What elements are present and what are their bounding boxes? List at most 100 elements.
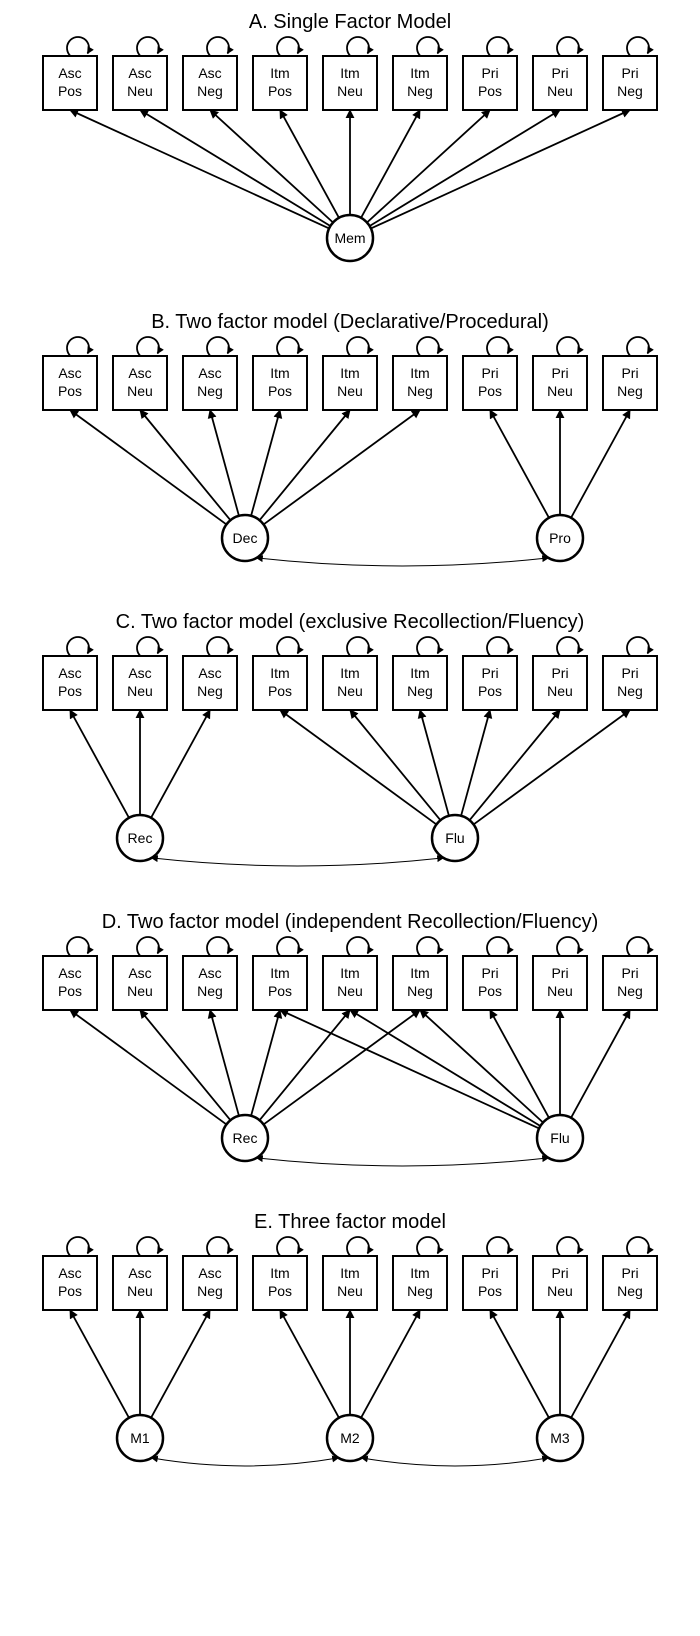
indicator-label-line1: Pri	[481, 1265, 498, 1281]
factor-label: Rec	[128, 830, 153, 846]
indicator-label-line2: Pos	[478, 1283, 502, 1299]
error-loop	[627, 1237, 649, 1256]
loading-arrow	[264, 1010, 420, 1124]
error-loop	[67, 937, 89, 956]
error-loop	[207, 1237, 229, 1256]
indicator-label-line2: Neg	[407, 983, 433, 999]
loading-arrow	[571, 1310, 630, 1418]
factor-label: Mem	[334, 230, 365, 246]
error-loop	[487, 937, 509, 956]
indicator-label-line2: Pos	[58, 683, 82, 699]
indicator-label-line2: Neg	[407, 383, 433, 399]
error-loop	[67, 37, 89, 56]
error-loop	[627, 37, 649, 56]
indicator-label-line1: Pri	[621, 1265, 638, 1281]
indicator-label-line2: Neg	[617, 683, 643, 699]
panel-D-title: D. Two factor model (independent Recolle…	[102, 911, 599, 933]
error-loop	[347, 37, 369, 56]
error-loop	[347, 937, 369, 956]
error-loop	[557, 337, 579, 356]
error-loop	[207, 37, 229, 56]
error-loop	[347, 1237, 369, 1256]
indicator-label-line1: Asc	[58, 65, 81, 81]
indicator-label-line1: Asc	[128, 365, 151, 381]
indicator-label-line1: Asc	[128, 1265, 151, 1281]
indicator-label-line2: Pos	[58, 383, 82, 399]
loading-arrow	[350, 1010, 540, 1126]
indicator-label-line2: Pos	[268, 683, 292, 699]
correlation-arrow	[257, 558, 549, 566]
indicator-label-line2: Neg	[197, 83, 223, 99]
error-loop	[487, 337, 509, 356]
indicator-label-line1: Itm	[340, 1265, 359, 1281]
indicator-label-line1: Asc	[198, 365, 221, 381]
error-loop	[557, 37, 579, 56]
factor-label: Pro	[549, 530, 571, 546]
indicator-label-line1: Asc	[198, 1265, 221, 1281]
indicator-label-line1: Pri	[481, 965, 498, 981]
loading-arrow	[490, 1310, 549, 1418]
loading-arrow	[367, 110, 490, 222]
error-loop	[627, 937, 649, 956]
indicator-label-line2: Pos	[268, 983, 292, 999]
loading-arrow	[280, 1310, 339, 1418]
indicator-label-line2: Neg	[197, 683, 223, 699]
indicator-label-line1: Pri	[551, 365, 568, 381]
indicator-label-line2: Pos	[58, 1283, 82, 1299]
error-loop	[557, 937, 579, 956]
indicator-label-line1: Itm	[340, 365, 359, 381]
indicator-label-line1: Asc	[58, 365, 81, 381]
error-loop	[417, 337, 439, 356]
indicator-label-line2: Neu	[337, 683, 363, 699]
indicator-label-line2: Neu	[337, 1283, 363, 1299]
loading-arrow	[420, 1010, 543, 1122]
indicator-label-line1: Itm	[410, 65, 429, 81]
indicator-label-line2: Neg	[197, 1283, 223, 1299]
loading-arrow	[151, 710, 210, 818]
correlation-arrow	[152, 858, 444, 866]
error-loop	[487, 1237, 509, 1256]
error-loop	[67, 337, 89, 356]
indicator-label-line2: Neg	[617, 383, 643, 399]
indicator-label-line1: Itm	[410, 365, 429, 381]
indicator-label-line1: Pri	[481, 365, 498, 381]
indicator-label-line2: Neu	[127, 1283, 153, 1299]
indicator-label-line1: Itm	[270, 965, 289, 981]
indicator-label-line2: Neu	[547, 83, 573, 99]
loading-arrow	[140, 110, 330, 226]
indicator-label-line2: Neu	[127, 383, 153, 399]
indicator-label-line2: Neu	[547, 983, 573, 999]
error-loop	[627, 637, 649, 656]
indicator-label-line2: Pos	[58, 83, 82, 99]
factor-label: M1	[130, 1430, 150, 1446]
indicator-label-line1: Pri	[551, 665, 568, 681]
indicator-label-line1: Pri	[621, 365, 638, 381]
loading-arrow	[571, 410, 630, 518]
error-loop	[137, 1237, 159, 1256]
indicator-label-line2: Pos	[268, 383, 292, 399]
loading-arrow	[70, 1010, 226, 1124]
error-loop	[277, 337, 299, 356]
indicator-label-line2: Pos	[58, 983, 82, 999]
error-loop	[67, 1237, 89, 1256]
indicator-label-line2: Neg	[407, 683, 433, 699]
error-loop	[137, 337, 159, 356]
error-loop	[487, 637, 509, 656]
indicator-label-line2: Neg	[617, 983, 643, 999]
loading-arrow	[280, 710, 436, 824]
indicator-label-line1: Asc	[198, 965, 221, 981]
indicator-label-line2: Neg	[197, 983, 223, 999]
correlation-arrow	[362, 1458, 549, 1466]
indicator-label-line1: Pri	[551, 965, 568, 981]
indicator-label-line2: Pos	[268, 1283, 292, 1299]
error-loop	[557, 1237, 579, 1256]
indicator-label-line1: Pri	[551, 1265, 568, 1281]
indicator-label-line2: Neu	[547, 383, 573, 399]
error-loop	[487, 37, 509, 56]
error-loop	[137, 937, 159, 956]
indicator-label-line2: Pos	[268, 83, 292, 99]
loading-arrow	[151, 1310, 210, 1418]
indicator-label-line2: Neu	[547, 1283, 573, 1299]
error-loop	[417, 937, 439, 956]
loading-arrow	[350, 710, 440, 820]
